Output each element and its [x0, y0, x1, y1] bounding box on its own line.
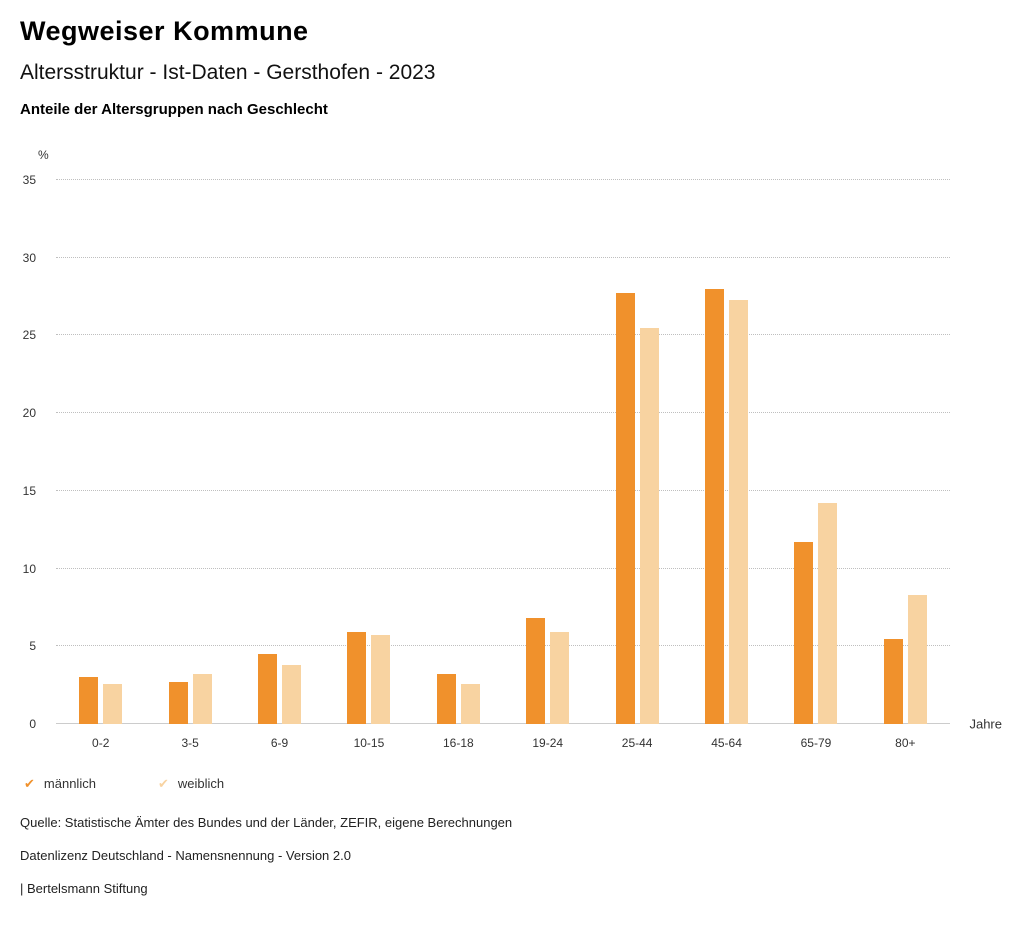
gridline-25 [56, 334, 950, 336]
x-tick-label-45-64: 45-64 [711, 736, 742, 750]
bar-männlich-3-5[interactable] [168, 682, 188, 724]
bar-männlich-19-24[interactable] [526, 618, 546, 724]
y-tick-label-10: 10 [22, 561, 36, 576]
gridline-0 [56, 723, 950, 724]
y-tick-label-25: 25 [22, 328, 36, 343]
y-tick-label-20: 20 [22, 406, 36, 421]
bar-weiblich-10-15[interactable] [371, 635, 391, 724]
attribution-line: | Bertelsmann Stiftung [20, 881, 148, 896]
bar-männlich-25-44[interactable] [615, 293, 635, 724]
x-tick-label-3-5: 3-5 [181, 736, 199, 750]
bar-männlich-10-15[interactable] [347, 632, 367, 724]
bar-group-80+: 80+ [861, 180, 950, 750]
bar-group-6-9: 6-9 [235, 180, 324, 750]
legend-label-maennlich: männlich [43, 776, 96, 791]
bar-weiblich-19-24[interactable] [550, 632, 570, 724]
bar-weiblich-45-64[interactable] [729, 299, 749, 724]
x-tick-label-0-2: 0-2 [92, 736, 110, 750]
bar-groups: 0-2 3-5 6-9 10-15 16-18 19-24 25-44 45-64 65-79 8… [56, 180, 950, 750]
y-axis-unit-label: % [38, 148, 49, 162]
bar-group-10-15: 10-15 [324, 180, 413, 750]
x-axis-unit-label: Jahre [969, 716, 1002, 732]
x-tick-label-19-24: 19-24 [532, 736, 564, 750]
legend-item-weiblich[interactable]: weiblich [158, 776, 224, 791]
gridline-20 [56, 412, 950, 414]
source-line: Quelle: Statistische Ämter des Bundes un… [20, 815, 513, 830]
bar-männlich-6-9[interactable] [258, 654, 278, 724]
chart-subtitle: Altersstruktur - Ist-Daten - Gersthofen … [20, 61, 436, 84]
y-tick-label-15: 15 [22, 483, 36, 498]
gridline-35 [56, 179, 950, 180]
bar-weiblich-0-2[interactable] [103, 683, 123, 724]
x-tick-label-10-15: 10-15 [353, 736, 385, 750]
bar-männlich-65-79[interactable] [794, 542, 814, 724]
bar-group-16-18: 16-18 [414, 180, 503, 750]
footer: Quelle: Statistische Ämter des Bundes un… [20, 815, 1004, 896]
bar-männlich-0-2[interactable] [79, 677, 99, 724]
legend-item-maennlich[interactable]: männlich [24, 776, 96, 791]
x-tick-label-16-18: 16-18 [442, 736, 474, 750]
x-tick-label-65-79: 65-79 [800, 736, 832, 750]
bar-männlich-45-64[interactable] [705, 288, 725, 724]
x-tick-label-6-9: 6-9 [270, 736, 289, 750]
bar-group-19-24: 19-24 [503, 180, 592, 750]
plot-area: Jahre 0 5 10 15 20 25 30 35 0-2 3-5 6-9 10-15 16-18 1… [23, 174, 1002, 750]
y-tick-label-5: 5 [29, 639, 36, 654]
bar-group-3-5: 3-5 [145, 180, 234, 750]
x-tick-label-80+: 80+ [895, 736, 916, 750]
bar-chart: % Jahre 0 5 10 15 20 25 30 35 0-2 3-5 6-9 10-15 16-1… [20, 148, 1004, 750]
bar-weiblich-16-18[interactable] [460, 683, 480, 724]
y-tick-label-30: 30 [22, 250, 36, 265]
license-line: Datenlizenz Deutschland - Namensnennung … [20, 848, 351, 863]
gridline-30 [56, 256, 950, 258]
bar-männlich-16-18[interactable] [436, 674, 456, 724]
page-title: Wegweiser Kommune [20, 16, 309, 46]
gridline-15 [56, 489, 950, 491]
bar-weiblich-6-9[interactable] [282, 664, 302, 724]
bar-group-65-79: 65-79 [771, 180, 860, 750]
bar-group-0-2: 0-2 [56, 180, 145, 750]
bar-weiblich-80+[interactable] [907, 595, 927, 724]
y-tick-label-35: 35 [22, 173, 36, 187]
check-icon [24, 777, 35, 790]
chart-description: Anteile der Altersgruppen nach Geschlech… [20, 101, 328, 118]
legend: männlich weiblich [20, 776, 1004, 791]
bar-weiblich-25-44[interactable] [639, 327, 659, 724]
legend-label-weiblich: weiblich [177, 776, 225, 791]
bar-group-45-64: 45-64 [682, 180, 771, 750]
gridline-5 [56, 645, 950, 647]
y-tick-label-0: 0 [29, 717, 36, 731]
x-tick-label-25-44: 25-44 [621, 736, 653, 750]
gridline-10 [56, 567, 950, 569]
check-icon [158, 777, 169, 790]
bar-weiblich-65-79[interactable] [818, 503, 838, 724]
bar-group-25-44: 25-44 [592, 180, 681, 750]
bar-weiblich-3-5[interactable] [192, 674, 212, 724]
bar-männlich-80+[interactable] [883, 638, 903, 724]
